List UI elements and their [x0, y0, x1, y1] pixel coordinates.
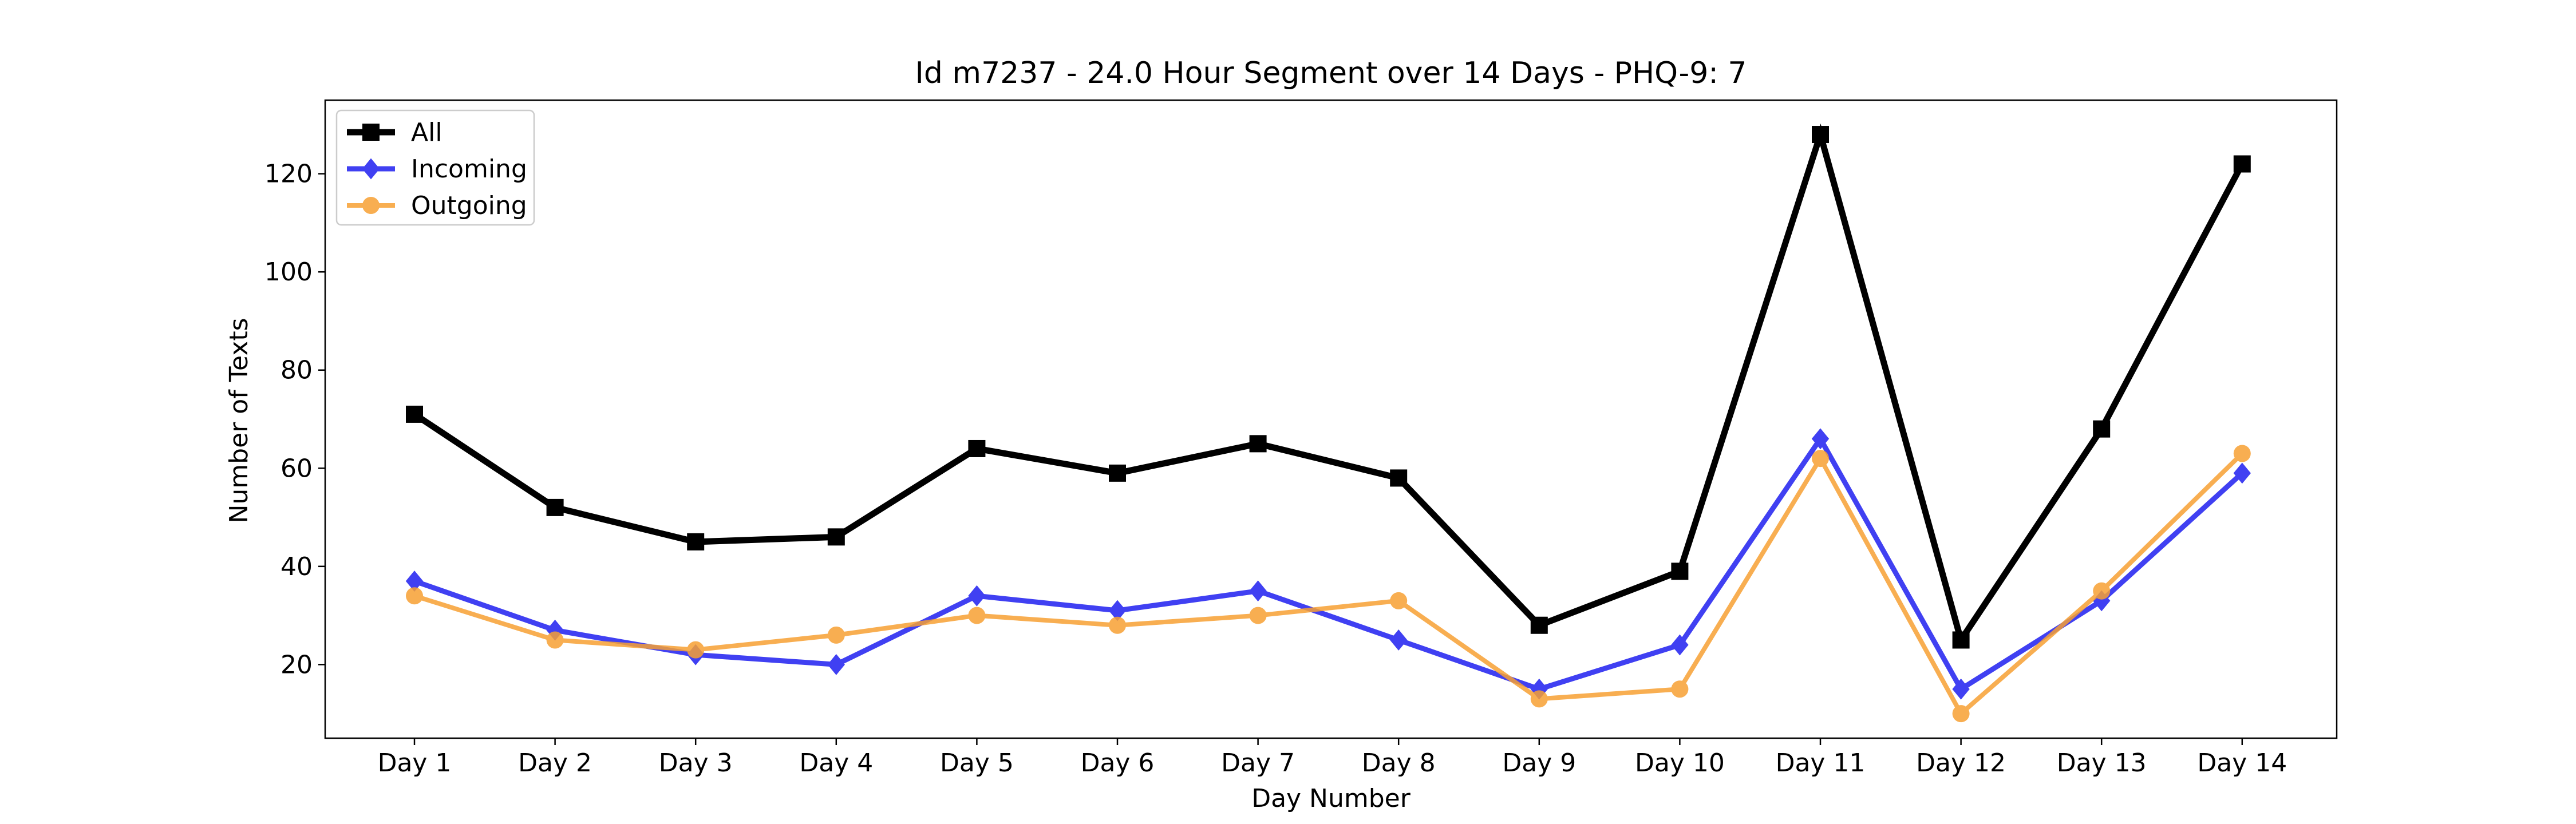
data-point-incoming: [827, 653, 845, 675]
data-point-incoming: [1249, 580, 1267, 602]
x-tick-label: Day 2: [518, 748, 592, 778]
legend-item-all: [347, 124, 395, 141]
legend-box: [335, 109, 535, 226]
x-tick-label: Day 3: [659, 748, 733, 778]
legend-label-outgoing: Outgoing: [411, 191, 527, 220]
legend-marker-all: [362, 124, 380, 141]
data-point-outgoing: [406, 587, 423, 605]
y-axis-label: Number of Texts: [224, 318, 254, 523]
data-point-all: [827, 528, 845, 546]
legend-item-outgoing: [347, 197, 395, 214]
data-point-incoming: [1671, 634, 1689, 656]
y-tick-label: 120: [264, 160, 313, 189]
data-point-outgoing: [1390, 592, 1408, 609]
data-point-all: [1812, 126, 1829, 144]
data-point-outgoing: [827, 626, 845, 644]
data-point-outgoing: [546, 631, 564, 649]
data-point-all: [546, 498, 564, 516]
x-axis-label: Day Number: [1251, 784, 1411, 813]
data-point-incoming: [1390, 629, 1408, 651]
y-tick-label: 100: [264, 258, 313, 287]
plot-frame: [324, 99, 2338, 739]
series-all: [406, 123, 2251, 649]
series-line-incoming: [413, 434, 2244, 693]
axes: Day 1 Day 2 Day 3 Day 4 Day 5 Day 6 Day 7 Day 8…: [264, 99, 2338, 778]
data-point-incoming: [1108, 600, 1127, 621]
data-point-all: [968, 439, 986, 457]
legend-label-incoming: Incoming: [411, 154, 527, 184]
series-line-outgoing: [413, 451, 2244, 718]
data-point-all: [2233, 155, 2251, 173]
x-tick-label: Day 9: [1502, 748, 1576, 778]
data-point-all: [2093, 420, 2111, 438]
data-point-outgoing: [1952, 705, 1970, 723]
data-point-incoming: [1952, 678, 1970, 700]
y-tick-label: 40: [280, 552, 313, 581]
data-point-outgoing: [687, 641, 705, 659]
plot-area: [405, 123, 2251, 723]
data-point-outgoing: [968, 607, 986, 624]
data-point-all: [1671, 562, 1689, 580]
x-tick-label: Day 14: [2197, 748, 2287, 778]
legend-item-incoming: [347, 158, 395, 180]
data-point-incoming: [2233, 462, 2251, 484]
x-tick-label: Day 8: [1362, 748, 1436, 778]
data-point-incoming: [405, 571, 424, 592]
x-tick-label: Day 1: [378, 748, 452, 778]
data-point-outgoing: [1109, 616, 1126, 634]
data-point-outgoing: [1249, 607, 1267, 624]
series-line-all: [412, 123, 2245, 648]
x-tick-label: Day 12: [1916, 748, 2006, 778]
data-point-outgoing: [1530, 690, 1548, 708]
x-tick-label: Day 7: [1221, 748, 1295, 778]
data-point-all: [1530, 616, 1548, 634]
y-tick-label: 60: [280, 454, 313, 483]
x-tick-label: Day 11: [1776, 748, 1866, 778]
data-point-outgoing: [2093, 582, 2111, 600]
data-point-all: [1952, 631, 1970, 649]
data-point-all: [406, 405, 423, 423]
y-tick-label: 20: [280, 650, 313, 679]
series-incoming: [405, 428, 2251, 700]
y-tick-label: 80: [280, 356, 313, 385]
data-point-all: [1390, 469, 1408, 487]
data-point-incoming: [1811, 428, 1830, 450]
x-tick-label: Day 6: [1081, 748, 1155, 778]
chart-title: Id m7237 - 24.0 Hour Segment over 14 Day…: [915, 56, 1747, 90]
data-point-all: [1249, 435, 1267, 453]
data-point-outgoing: [1671, 680, 1689, 698]
data-point-incoming: [968, 585, 986, 607]
data-point-all: [687, 533, 705, 550]
data-point-outgoing: [1812, 450, 1829, 468]
legend: All Incoming Outgoing: [335, 109, 535, 226]
x-tick-label: Day 4: [799, 748, 873, 778]
legend-marker-incoming: [362, 158, 380, 180]
legend-marker-outgoing: [362, 197, 380, 214]
legend-label-all: All: [411, 118, 442, 147]
x-tick-label: Day 5: [940, 748, 1014, 778]
x-tick-label: Day 10: [1635, 748, 1725, 778]
data-point-outgoing: [2233, 445, 2251, 462]
data-point-all: [1109, 464, 1126, 482]
x-tick-label: Day 13: [2057, 748, 2147, 778]
series-outgoing: [406, 445, 2251, 723]
